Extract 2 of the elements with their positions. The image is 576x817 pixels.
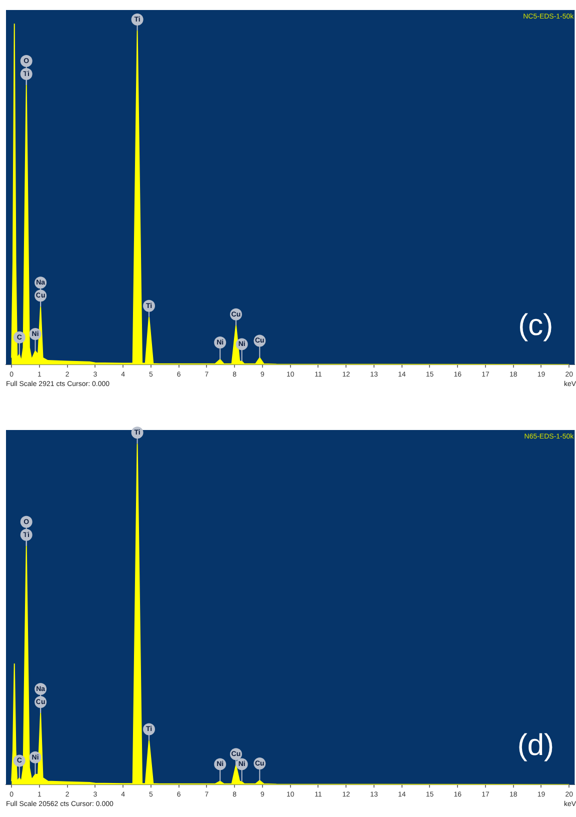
annotation: (d) [517, 728, 554, 762]
annotation: (c) [518, 308, 554, 342]
